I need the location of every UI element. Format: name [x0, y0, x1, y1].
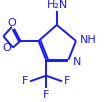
Text: F: F: [21, 76, 28, 86]
Text: NH: NH: [80, 35, 97, 45]
Text: F: F: [43, 90, 49, 100]
Text: N: N: [73, 57, 81, 67]
Text: O: O: [2, 43, 11, 53]
Text: F: F: [64, 76, 71, 86]
Text: H₂N: H₂N: [47, 0, 68, 10]
Text: O: O: [8, 18, 16, 28]
